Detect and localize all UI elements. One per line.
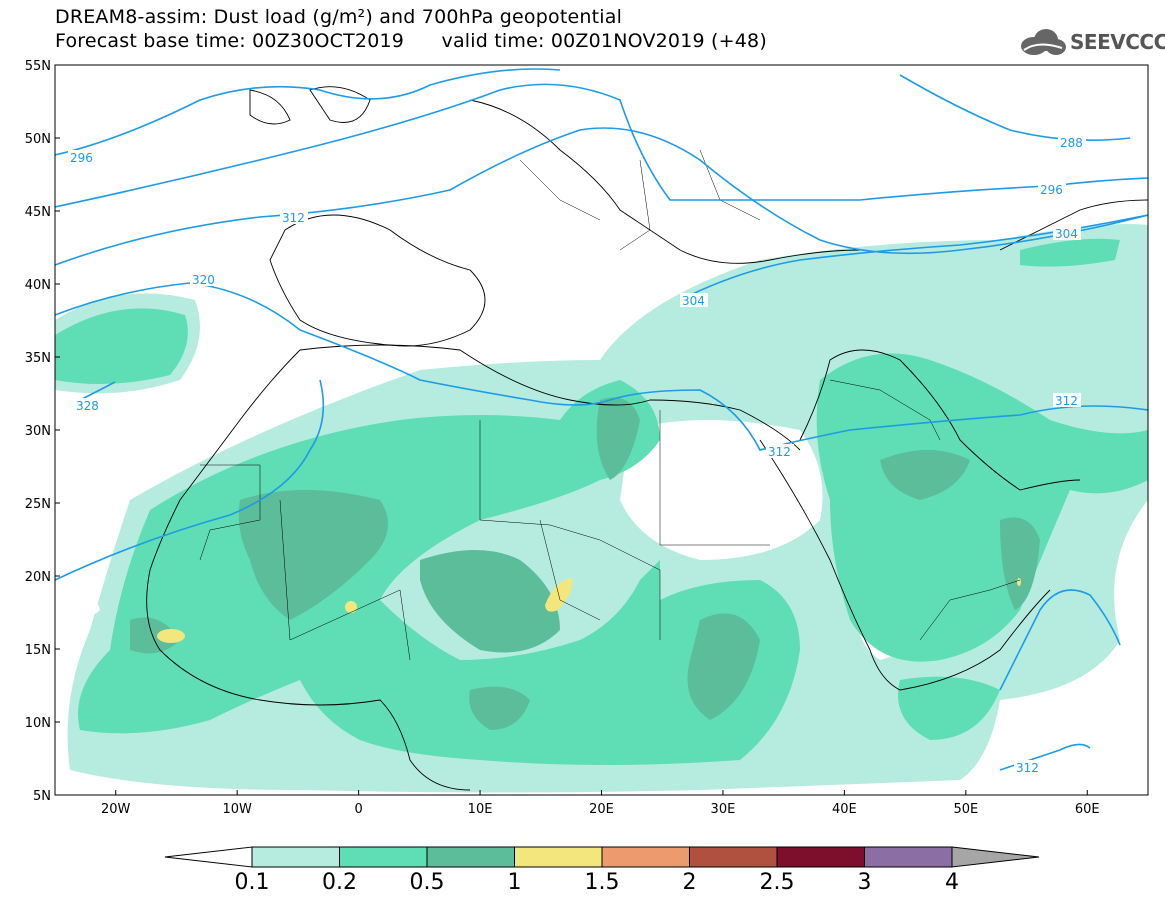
lat-tick-label: 45N — [25, 205, 51, 220]
colorbar-tick-label: 1.5 — [585, 870, 620, 895]
contour-label: 312 — [1016, 761, 1039, 775]
colorbar-tick-label: 3 — [858, 870, 872, 895]
lat-tick-label: 10N — [25, 716, 51, 731]
colorbar-swatch — [776, 846, 865, 868]
colorbar-over-triangle — [951, 846, 1040, 868]
lat-tick-label: 30N — [25, 424, 51, 439]
lat-tick-label: 35N — [25, 351, 51, 366]
lon-tick-label: 60E — [1075, 802, 1100, 817]
colorbar-tick-label: 4 — [945, 870, 959, 895]
coastlines — [146, 86, 1148, 791]
lat-tick-label: 25N — [25, 497, 51, 512]
logo-text: SEEVCCC — [1070, 30, 1165, 54]
contour-label: 312 — [1055, 394, 1078, 408]
contour-labels: 296 312 320 328 288 296 304 304 312 312 … — [68, 135, 1086, 775]
lat-tick-label: 15N — [25, 643, 51, 658]
colorbar-tick-label: 2.5 — [760, 870, 795, 895]
contour-label: 296 — [1040, 183, 1063, 197]
dust-layer-dark — [130, 397, 1040, 730]
lat-tick-label: 40N — [25, 278, 51, 293]
colorbar-swatch — [601, 846, 690, 868]
cloud-logo-icon — [1021, 29, 1066, 55]
lat-tick-label: 55N — [25, 59, 51, 74]
colorbar-under-triangle — [164, 846, 253, 868]
dust-layer-medium — [55, 238, 1148, 765]
contour-label: 288 — [1060, 136, 1083, 150]
lon-tick-label: 10W — [222, 802, 252, 817]
lon-tick-label: 0 — [354, 802, 362, 817]
contour-label: 312 — [282, 211, 305, 225]
map-title: DREAM8-assim: Dust load (g/m²) and 700hP… — [55, 6, 623, 28]
lat-tick-label: 5N — [33, 789, 51, 804]
lon-tick-label: 30E — [711, 802, 736, 817]
colorbar-tick-label: 0.1 — [235, 870, 270, 895]
contour-label: 328 — [76, 399, 99, 413]
colorbar-swatch — [339, 846, 428, 868]
map-canvas: 296 312 320 328 288 296 304 304 312 312 … — [55, 65, 1148, 795]
lon-tick-label: 20E — [589, 802, 614, 817]
colorbar-ticks: 0.1 0.2 0.5 1 1.5 2 2.5 3 4 — [235, 870, 960, 895]
contour-label: 320 — [192, 273, 215, 287]
lat-tick-label: 20N — [25, 570, 51, 585]
lon-tick-label: 50E — [953, 802, 978, 817]
colorbar-swatch — [864, 846, 953, 868]
colorbar-tick-label: 0.2 — [322, 870, 357, 895]
colorbar-swatch — [426, 846, 515, 868]
colorbar-swatch — [689, 846, 778, 868]
colorbar-tick-label: 1 — [508, 870, 522, 895]
lon-tick-label: 40E — [832, 802, 857, 817]
colorbar-swatch — [514, 846, 603, 868]
contour-label: 304 — [682, 294, 705, 308]
colorbar-tick-label: 2 — [683, 870, 697, 895]
contour-label: 304 — [1055, 227, 1078, 241]
map-subtitle: Forecast base time: 00Z30OCT2019 valid t… — [55, 30, 767, 52]
longitude-axis: 20W 10W 0 10E 20E 30E 40E 50E 60E — [101, 790, 1100, 817]
colorbar-swatches — [164, 846, 1040, 868]
colorbar-swatch — [251, 846, 340, 868]
geopotential-contours — [55, 68, 1148, 771]
country-borders — [199, 149, 1021, 661]
contour-label: 296 — [70, 151, 93, 165]
lon-tick-label: 10E — [468, 802, 493, 817]
lat-tick-label: 50N — [25, 132, 51, 147]
latitude-axis: 55N 50N 45N 40N 35N 30N 25N 20N 15N 10N 5N — [25, 59, 60, 804]
colorbar-tick-label: 0.5 — [410, 870, 445, 895]
lon-tick-label: 20W — [101, 802, 131, 817]
contour-label: 312 — [768, 445, 791, 459]
seevccc-logo: SEEVCCC — [1018, 26, 1165, 58]
